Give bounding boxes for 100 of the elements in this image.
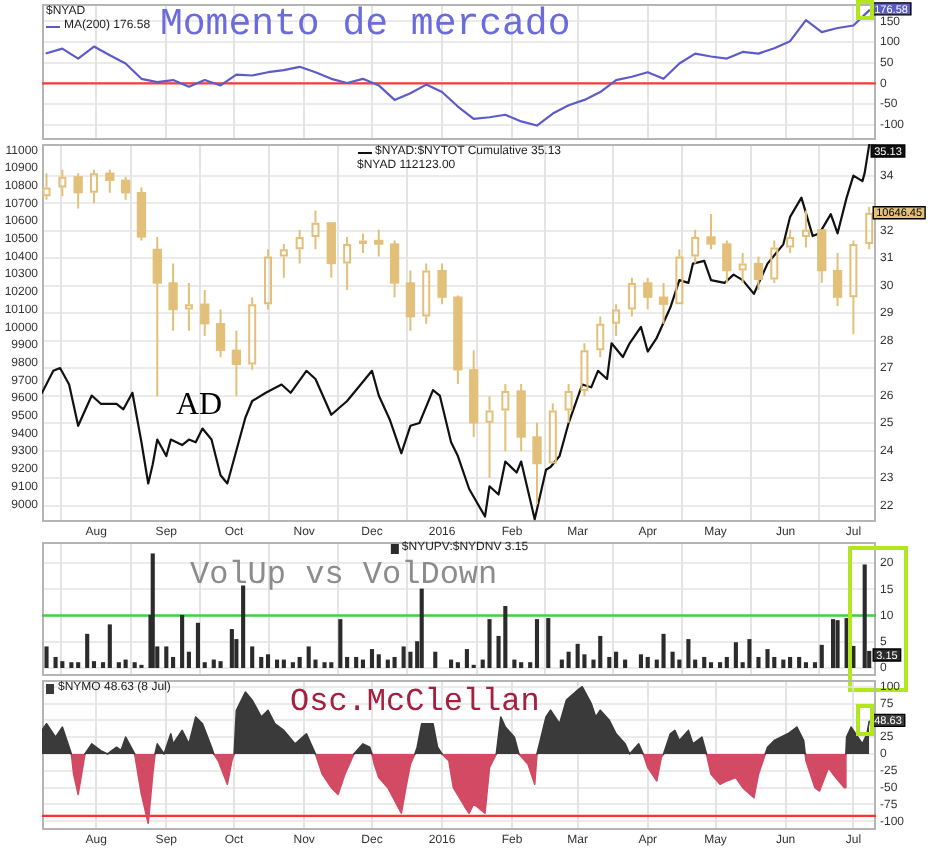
bar (360, 659, 365, 668)
candlestick (389, 239, 400, 299)
candlestick (136, 186, 147, 242)
candlestick (691, 228, 700, 265)
candlestick (264, 248, 273, 311)
text: AD (176, 388, 223, 423)
candlestick (168, 262, 178, 332)
bar (123, 659, 128, 668)
candlestick (120, 175, 131, 201)
candlestick (675, 248, 684, 305)
candlestick (422, 262, 431, 325)
candlestick (627, 276, 636, 318)
bar (297, 656, 302, 668)
bar (788, 656, 793, 668)
bar (401, 646, 406, 668)
bar (765, 649, 770, 668)
bar (306, 646, 311, 668)
bar (376, 654, 381, 668)
bar (211, 659, 216, 668)
candlestick (184, 281, 193, 332)
bar (195, 622, 201, 668)
candlestick (311, 209, 320, 251)
bar (598, 635, 603, 668)
candlestick (485, 395, 494, 479)
bar (250, 646, 255, 668)
bar (677, 659, 682, 668)
candlestick (753, 255, 764, 292)
bar (546, 618, 551, 668)
candlestick (152, 235, 162, 398)
bar (116, 662, 121, 668)
bar (862, 564, 867, 668)
candlestick (231, 329, 242, 398)
bar (164, 646, 169, 668)
candlestick (279, 243, 288, 279)
bar (819, 644, 824, 668)
bar (290, 662, 295, 668)
bar (566, 651, 571, 668)
bar (392, 656, 397, 668)
bar (702, 656, 707, 668)
candlestick (580, 342, 589, 398)
bar (803, 662, 808, 668)
candlestick (215, 308, 226, 359)
bar (797, 656, 802, 668)
candlestick (738, 251, 747, 284)
candlestick (105, 168, 115, 194)
bar (607, 656, 612, 668)
bar (503, 605, 508, 668)
bar (180, 614, 185, 668)
bar (645, 656, 650, 668)
candlestick (58, 168, 67, 198)
bar (575, 643, 580, 668)
bar (329, 662, 334, 668)
bar (464, 649, 469, 668)
bar (150, 553, 155, 668)
candlestick (706, 212, 716, 251)
candlestick (374, 228, 384, 258)
bar (686, 639, 691, 668)
candlestick (501, 382, 510, 453)
bar (455, 662, 460, 668)
bar (107, 624, 112, 668)
candlestick (643, 276, 653, 311)
text: VolUp vs VolDown (190, 557, 498, 594)
bar (733, 642, 738, 668)
bar (338, 619, 343, 668)
bar (369, 649, 375, 668)
candlestick (343, 235, 352, 292)
bar (218, 661, 223, 668)
bar (53, 656, 58, 668)
candlestick (437, 262, 447, 306)
candlestick (786, 228, 795, 254)
chart-title: Osc.McClellan (290, 684, 540, 721)
bar (60, 661, 65, 668)
bar (433, 651, 438, 668)
candlestick (849, 239, 858, 336)
bar (614, 651, 619, 668)
bar (781, 659, 786, 668)
candlestick (42, 172, 51, 201)
candlestick (770, 239, 779, 284)
candlestick (532, 421, 542, 506)
bar (638, 654, 643, 668)
candlestick (469, 349, 479, 439)
bar (449, 659, 454, 668)
candlestick (405, 269, 416, 332)
candlestick (89, 168, 98, 205)
candlestick (326, 222, 336, 279)
candlestick (801, 209, 810, 249)
bar (519, 662, 524, 668)
candlestick (200, 289, 210, 338)
bar (69, 662, 74, 668)
bar (670, 651, 675, 668)
candlestick (658, 281, 669, 325)
bar (419, 588, 424, 668)
candlestick (832, 251, 843, 307)
bar (76, 662, 81, 668)
bar (831, 619, 836, 668)
candlestick (295, 228, 304, 265)
bar (132, 662, 137, 668)
bar (835, 620, 840, 668)
bar (772, 656, 777, 668)
bar (747, 639, 752, 668)
